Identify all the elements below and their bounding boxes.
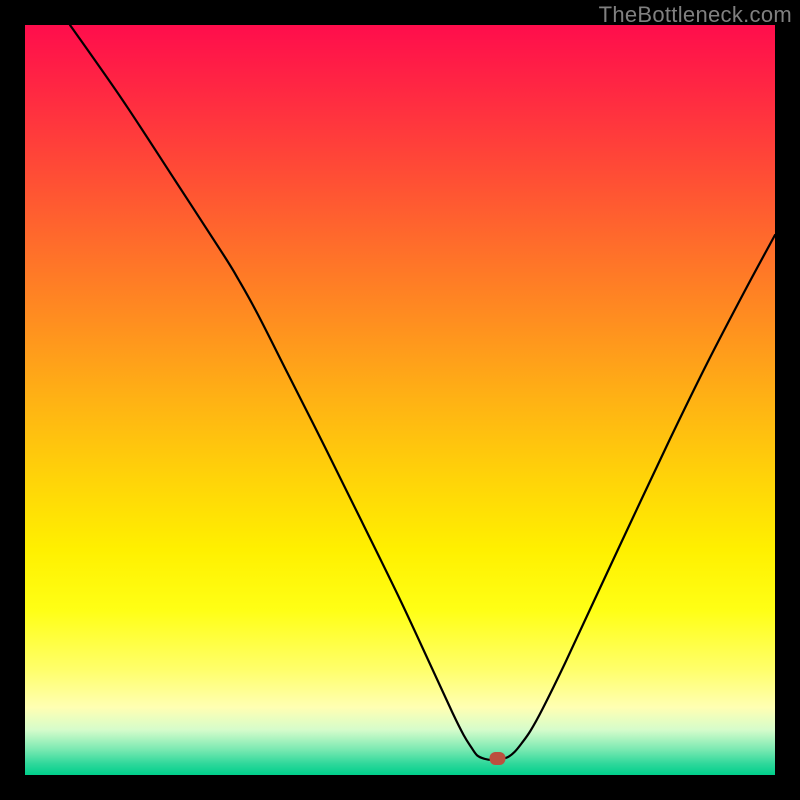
plot-area xyxy=(25,25,775,775)
chart-frame: TheBottleneck.com xyxy=(0,0,800,800)
chart-svg xyxy=(25,25,775,775)
chart-background xyxy=(25,25,775,775)
watermark-text: TheBottleneck.com xyxy=(599,2,792,28)
optimal-point-marker xyxy=(490,752,506,765)
